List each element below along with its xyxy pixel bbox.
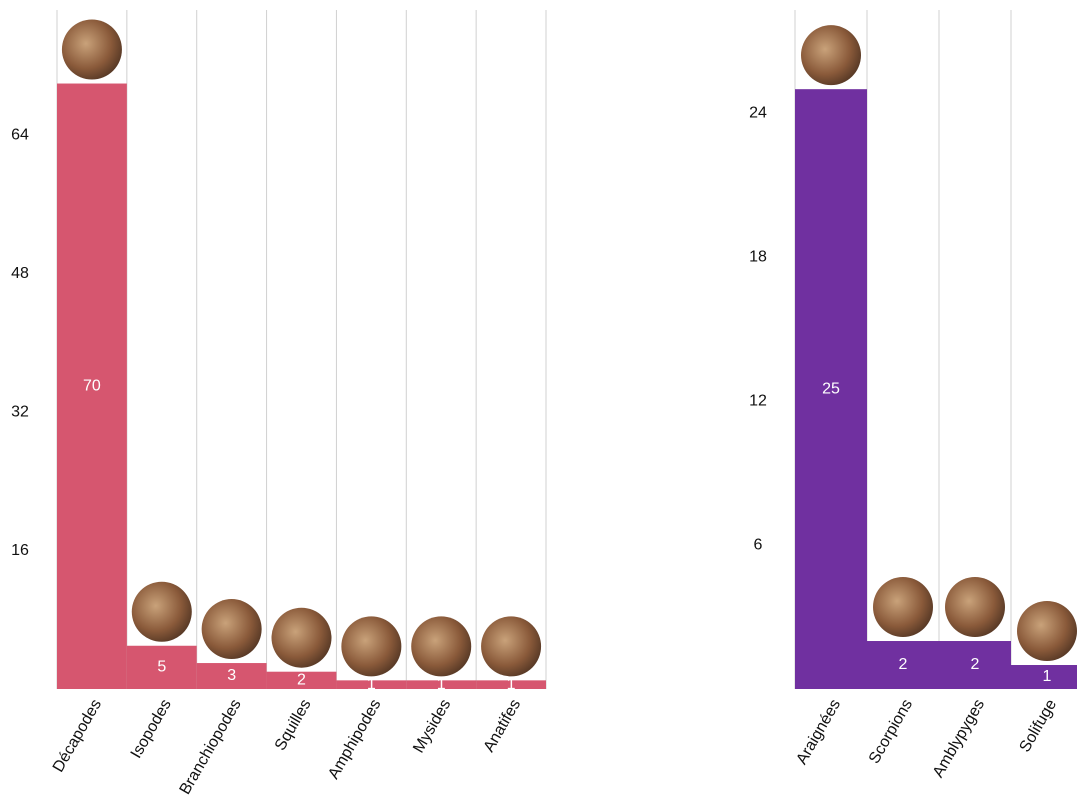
value-label: 70 <box>83 377 101 394</box>
category-photo <box>1017 601 1077 662</box>
x-tick-label: Mysides <box>410 697 454 756</box>
value-label: 25 <box>822 380 840 397</box>
category-photo <box>801 25 861 86</box>
x-tick-label: Isopodes <box>128 697 175 762</box>
chart: 16 32 48 64 70 Décapodes 5 Isopodes 3 Branchiopod… <box>11 10 547 798</box>
x-tick-label: Scorpions <box>866 697 916 767</box>
y-tick-label: 18 <box>749 248 767 265</box>
x-tick-label: Branchiopodes <box>177 697 245 798</box>
value-label: 3 <box>227 667 236 684</box>
category-photo <box>201 599 262 660</box>
category-photo <box>481 616 542 677</box>
x-tick-label: Anatifes <box>481 697 525 756</box>
category-photo <box>411 616 472 677</box>
y-tick-label: 64 <box>11 127 29 144</box>
bar <box>939 641 1011 689</box>
value-label: 2 <box>899 656 908 673</box>
y-tick-label: 48 <box>11 265 29 282</box>
x-tick-label: Décapodes <box>50 697 105 776</box>
x-tick-label: Araignées <box>793 697 844 768</box>
value-label: 2 <box>297 672 306 689</box>
bar <box>196 663 267 689</box>
bar <box>1011 665 1077 689</box>
y-tick-label: 24 <box>749 104 767 121</box>
bar <box>867 641 939 689</box>
category-photo <box>61 19 122 80</box>
x-tick-label: Solifuge <box>1016 697 1060 756</box>
chart: 6 12 18 24 25 Araignées 2 Scorpions 2 Amblypyges 1… <box>749 10 1077 781</box>
value-label: 1 <box>367 676 376 693</box>
bar <box>795 89 867 689</box>
category-photo <box>945 577 1005 638</box>
x-tick-label: Squilles <box>272 697 315 754</box>
category-photo <box>131 581 192 642</box>
y-tick-label: 32 <box>11 403 29 420</box>
value-label: 1 <box>437 676 446 693</box>
category-photo <box>271 607 332 668</box>
category-photo <box>341 616 402 677</box>
value-label: 1 <box>1043 668 1052 685</box>
bar <box>57 83 127 690</box>
x-tick-label: Amphipodes <box>325 697 384 783</box>
y-tick-label: 16 <box>11 542 29 559</box>
y-tick-label: 12 <box>749 392 767 409</box>
x-tick-label: Amblypyges <box>930 697 988 781</box>
bar <box>406 680 477 689</box>
value-label: 5 <box>157 659 166 676</box>
value-label: 2 <box>971 656 980 673</box>
bar <box>476 680 546 689</box>
category-photo <box>873 577 933 638</box>
y-tick-label: 6 <box>754 536 763 553</box>
bar <box>266 671 337 689</box>
value-label: 1 <box>507 676 516 693</box>
bar <box>336 680 407 689</box>
bar <box>126 645 197 689</box>
